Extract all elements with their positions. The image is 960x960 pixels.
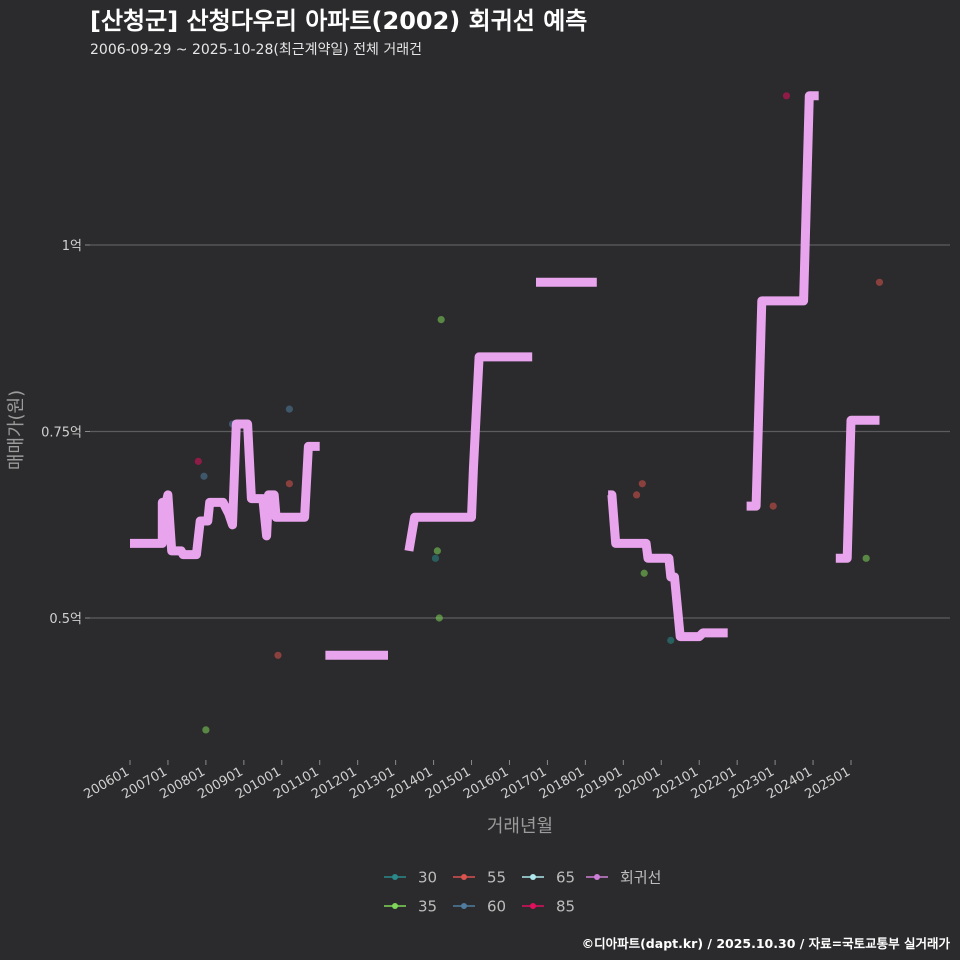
y-tick-label: 0.5억	[49, 612, 82, 627]
y-tick-label: 0.75억	[41, 426, 82, 441]
point-30	[667, 636, 675, 644]
x-axis-title: 거래년월	[487, 816, 553, 837]
x-axis: 2006012007012008012009012010012011012012…	[82, 760, 853, 802]
regression-segment	[404, 352, 533, 552]
point-35	[437, 316, 445, 324]
point-35	[433, 547, 441, 555]
regression-segment	[130, 419, 320, 560]
point-55	[875, 278, 884, 286]
legend-label: 35	[418, 898, 437, 916]
point-55	[638, 480, 646, 488]
legend-key-dot	[461, 903, 467, 909]
chart-title: [산청군] 산청다우리 아파트(2002) 회귀선 예측	[90, 7, 587, 35]
regression-segment	[835, 415, 880, 563]
y-tick-label: 1억	[62, 239, 82, 254]
legend-item-30: 30	[384, 869, 437, 887]
legend-key-dot	[392, 903, 398, 909]
legend-item-35: 35	[384, 898, 437, 916]
scatter-points	[194, 92, 884, 734]
grid-lines	[90, 244, 950, 619]
point-30	[431, 554, 440, 562]
y-axis: 0.5억 0.75억 1억	[41, 239, 90, 627]
legend-item-85: 85	[522, 898, 575, 916]
legend-key-dot	[530, 874, 536, 880]
point-55	[769, 502, 777, 510]
point-35	[435, 614, 443, 622]
legend-item-회귀선: 회귀선	[586, 869, 661, 887]
point-35	[862, 554, 870, 562]
regression-segment	[746, 91, 819, 511]
point-35	[202, 726, 210, 734]
legend-label: 60	[487, 898, 506, 916]
legend-item-65: 65	[522, 869, 575, 887]
legend: 30 55 65 회귀선 35 60 85	[384, 869, 661, 916]
legend-label: 85	[556, 898, 575, 916]
legend-label: 회귀선	[620, 869, 661, 887]
legend-key-dot	[461, 874, 467, 880]
point-60	[200, 472, 208, 480]
point-55	[632, 491, 641, 499]
legend-item-55: 55	[453, 869, 506, 887]
point-55	[285, 480, 293, 488]
point-85	[782, 92, 791, 100]
legend-label: 65	[556, 869, 575, 887]
point-55	[274, 651, 282, 659]
legend-key-dot	[594, 874, 600, 880]
caption: ©디아파트(dapt.kr) / 2025.10.30 / 자료=국토교통부 실…	[582, 936, 951, 951]
regression-segment	[607, 490, 728, 642]
legend-item-60: 60	[453, 898, 506, 916]
legend-key-dot	[392, 874, 398, 880]
chart-subtitle: 2006-09-29 ~ 2025-10-28(최근계약일) 전체 거래건	[90, 42, 422, 58]
y-axis-title: 매매가(원)	[6, 390, 27, 470]
point-85	[194, 457, 202, 465]
point-35	[640, 569, 648, 577]
regression-line	[130, 91, 880, 660]
legend-label: 55	[487, 869, 506, 887]
point-60	[285, 405, 293, 413]
legend-label: 30	[418, 869, 437, 887]
legend-key-dot	[530, 903, 536, 909]
